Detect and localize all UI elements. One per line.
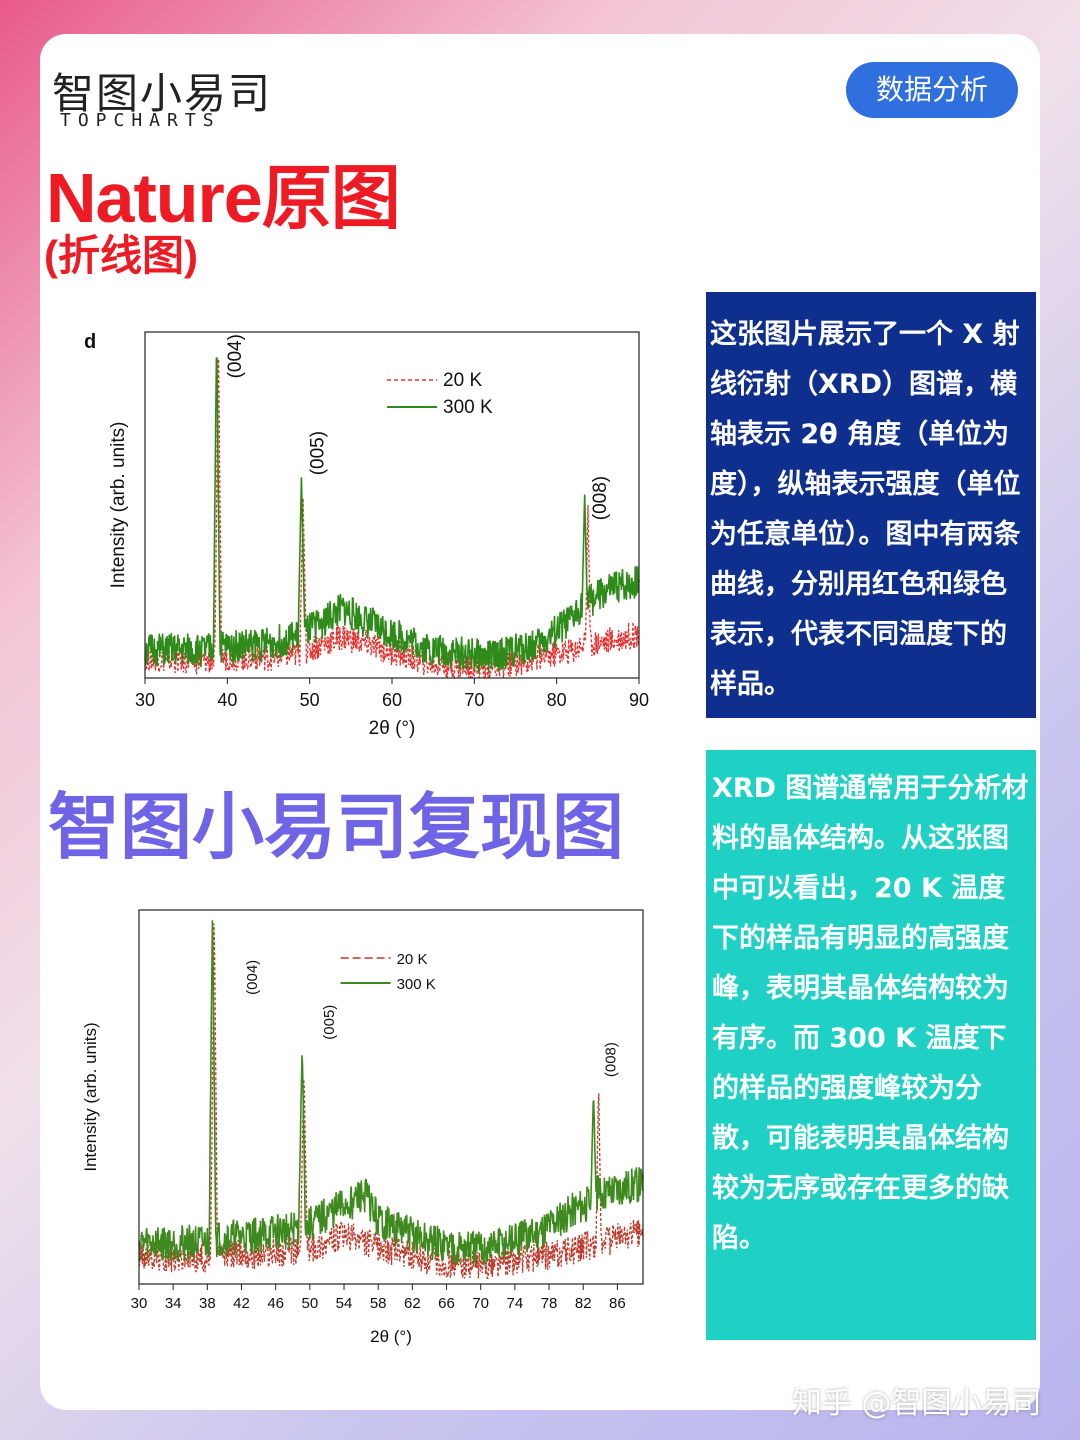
description-box-1: 这张图片展示了一个 X 射线衍射（XRD）图谱，横轴表示 2θ 角度（单位为度）… bbox=[706, 292, 1036, 718]
reproduction-xrd-chart: 30 34 38 42 46 50 54 58 62 66 70 74 78 82 86 2θ (°) Inte… bbox=[81, 909, 644, 1346]
peak-annotation: (008) bbox=[603, 1042, 620, 1077]
peak-annotation: (004) bbox=[225, 334, 246, 378]
x-tick-label: 66 bbox=[438, 1295, 455, 1312]
x-tick-label: 58 bbox=[370, 1295, 387, 1312]
x-tick-label: 74 bbox=[507, 1295, 524, 1312]
zhihu-watermark: 知乎 @智图小易司 bbox=[792, 1386, 1042, 1421]
x-tick-label: 90 bbox=[629, 690, 649, 710]
peak-annotation: (004) bbox=[244, 960, 261, 995]
x-tick-label: 30 bbox=[135, 690, 155, 710]
x-tick-label: 70 bbox=[464, 690, 484, 710]
x-tick-label: 46 bbox=[267, 1295, 284, 1312]
y-axis-label: Intensity (arb. units) bbox=[108, 422, 129, 589]
section-title-original: Nature原图 bbox=[46, 159, 401, 237]
x-tick-label: 82 bbox=[575, 1295, 592, 1312]
peak-annotation: (005) bbox=[321, 1005, 338, 1040]
x-axis-label: 2θ (°) bbox=[369, 718, 416, 739]
x-tick-label: 40 bbox=[217, 690, 237, 710]
legend-label: 20 K bbox=[443, 370, 482, 391]
legend-label: 300 K bbox=[397, 976, 436, 993]
section-title-reproduction: 智图小易司复现图 bbox=[48, 788, 625, 868]
x-tick-label: 38 bbox=[199, 1295, 216, 1312]
x-tick-label: 62 bbox=[404, 1295, 421, 1312]
x-tick-label: 80 bbox=[547, 690, 567, 710]
x-tick-label: 42 bbox=[233, 1295, 250, 1312]
series-line-300k bbox=[144, 356, 640, 676]
x-tick-label: 78 bbox=[541, 1295, 558, 1312]
x-tick-label: 86 bbox=[609, 1295, 626, 1312]
brand-logo-en: TOPCHARTS bbox=[60, 110, 221, 131]
x-tick-label: 50 bbox=[300, 690, 320, 710]
x-tick-label: 54 bbox=[336, 1295, 353, 1312]
peak-annotation: (005) bbox=[307, 431, 328, 475]
x-tick-label: 50 bbox=[302, 1295, 319, 1312]
legend-label: 300 K bbox=[443, 397, 493, 418]
data-analysis-badge[interactable]: 数据分析 bbox=[846, 62, 1018, 118]
peak-annotation: (008) bbox=[590, 476, 611, 520]
x-axis-label: 2θ (°) bbox=[370, 1327, 412, 1346]
panel-label: d bbox=[84, 331, 96, 353]
x-tick-label: 30 bbox=[131, 1295, 148, 1312]
y-axis-label: Intensity (arb. units) bbox=[81, 1022, 100, 1171]
x-tick-label: 60 bbox=[382, 690, 402, 710]
plot-frame bbox=[138, 909, 644, 1285]
series-line-300k bbox=[138, 920, 644, 1266]
section-subtitle-original: (折线图) bbox=[44, 232, 198, 279]
series-line-20k bbox=[144, 358, 640, 680]
brand-logo-cn: 智图小易司 bbox=[52, 69, 273, 118]
original-xrd-chart: 30 40 50 60 70 80 90 2θ (°) Intensity (arb. unit… bbox=[84, 331, 649, 739]
description-box-2: XRD 图谱通常用于分析材料的晶体结构。从这张图中可以看出，20 K 温度下的样… bbox=[706, 750, 1036, 1340]
x-tick-label: 70 bbox=[472, 1295, 489, 1312]
series-line-20k bbox=[138, 923, 644, 1280]
x-tick-label: 34 bbox=[165, 1295, 182, 1312]
legend-label: 20 K bbox=[397, 951, 428, 968]
